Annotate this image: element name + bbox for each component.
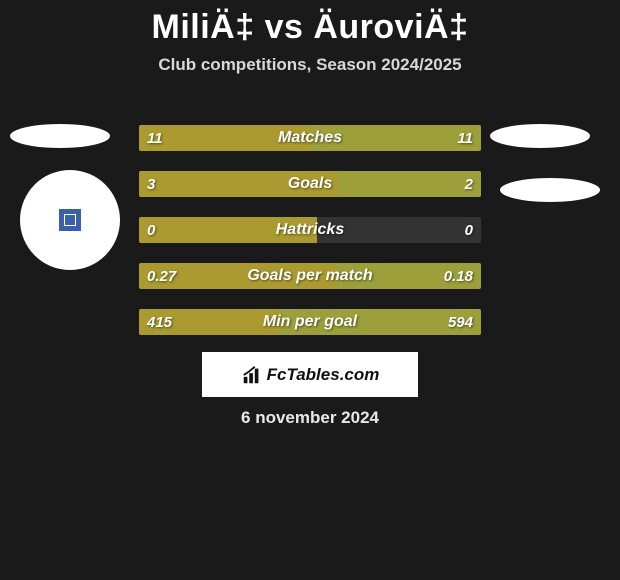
club-badge-icon xyxy=(57,207,83,233)
stat-label: Goals xyxy=(139,171,481,197)
stat-label: Matches xyxy=(139,125,481,151)
brand-chart-icon xyxy=(241,364,263,386)
stat-row: 0.270.18Goals per match xyxy=(139,263,481,289)
right-player-ellipse xyxy=(500,178,600,202)
stat-label: Min per goal xyxy=(139,309,481,335)
stat-row: 32Goals xyxy=(139,171,481,197)
left-player-avatar xyxy=(20,170,120,270)
comparison-card: MiliÄ‡ vs ÄuroviÄ‡ Club competitions, Se… xyxy=(0,0,620,580)
stat-row: 1111Matches xyxy=(139,125,481,151)
stat-bars: 1111Matches 32Goals 00Hattricks 0.270.18Goa… xyxy=(139,125,481,355)
club-badge-inner-icon xyxy=(64,214,76,226)
brand-text: FcTables.com xyxy=(267,365,380,385)
generated-date: 6 november 2024 xyxy=(0,408,620,428)
brand-badge[interactable]: FcTables.com xyxy=(202,352,418,397)
page-subtitle: Club competitions, Season 2024/2025 xyxy=(0,55,620,75)
left-team-ellipse xyxy=(10,124,110,148)
page-title: MiliÄ‡ vs ÄuroviÄ‡ xyxy=(0,0,620,47)
stat-row: 00Hattricks xyxy=(139,217,481,243)
stat-label: Hattricks xyxy=(139,217,481,243)
stat-label: Goals per match xyxy=(139,263,481,289)
stat-row: 415594Min per goal xyxy=(139,309,481,335)
right-team-ellipse xyxy=(490,124,590,148)
